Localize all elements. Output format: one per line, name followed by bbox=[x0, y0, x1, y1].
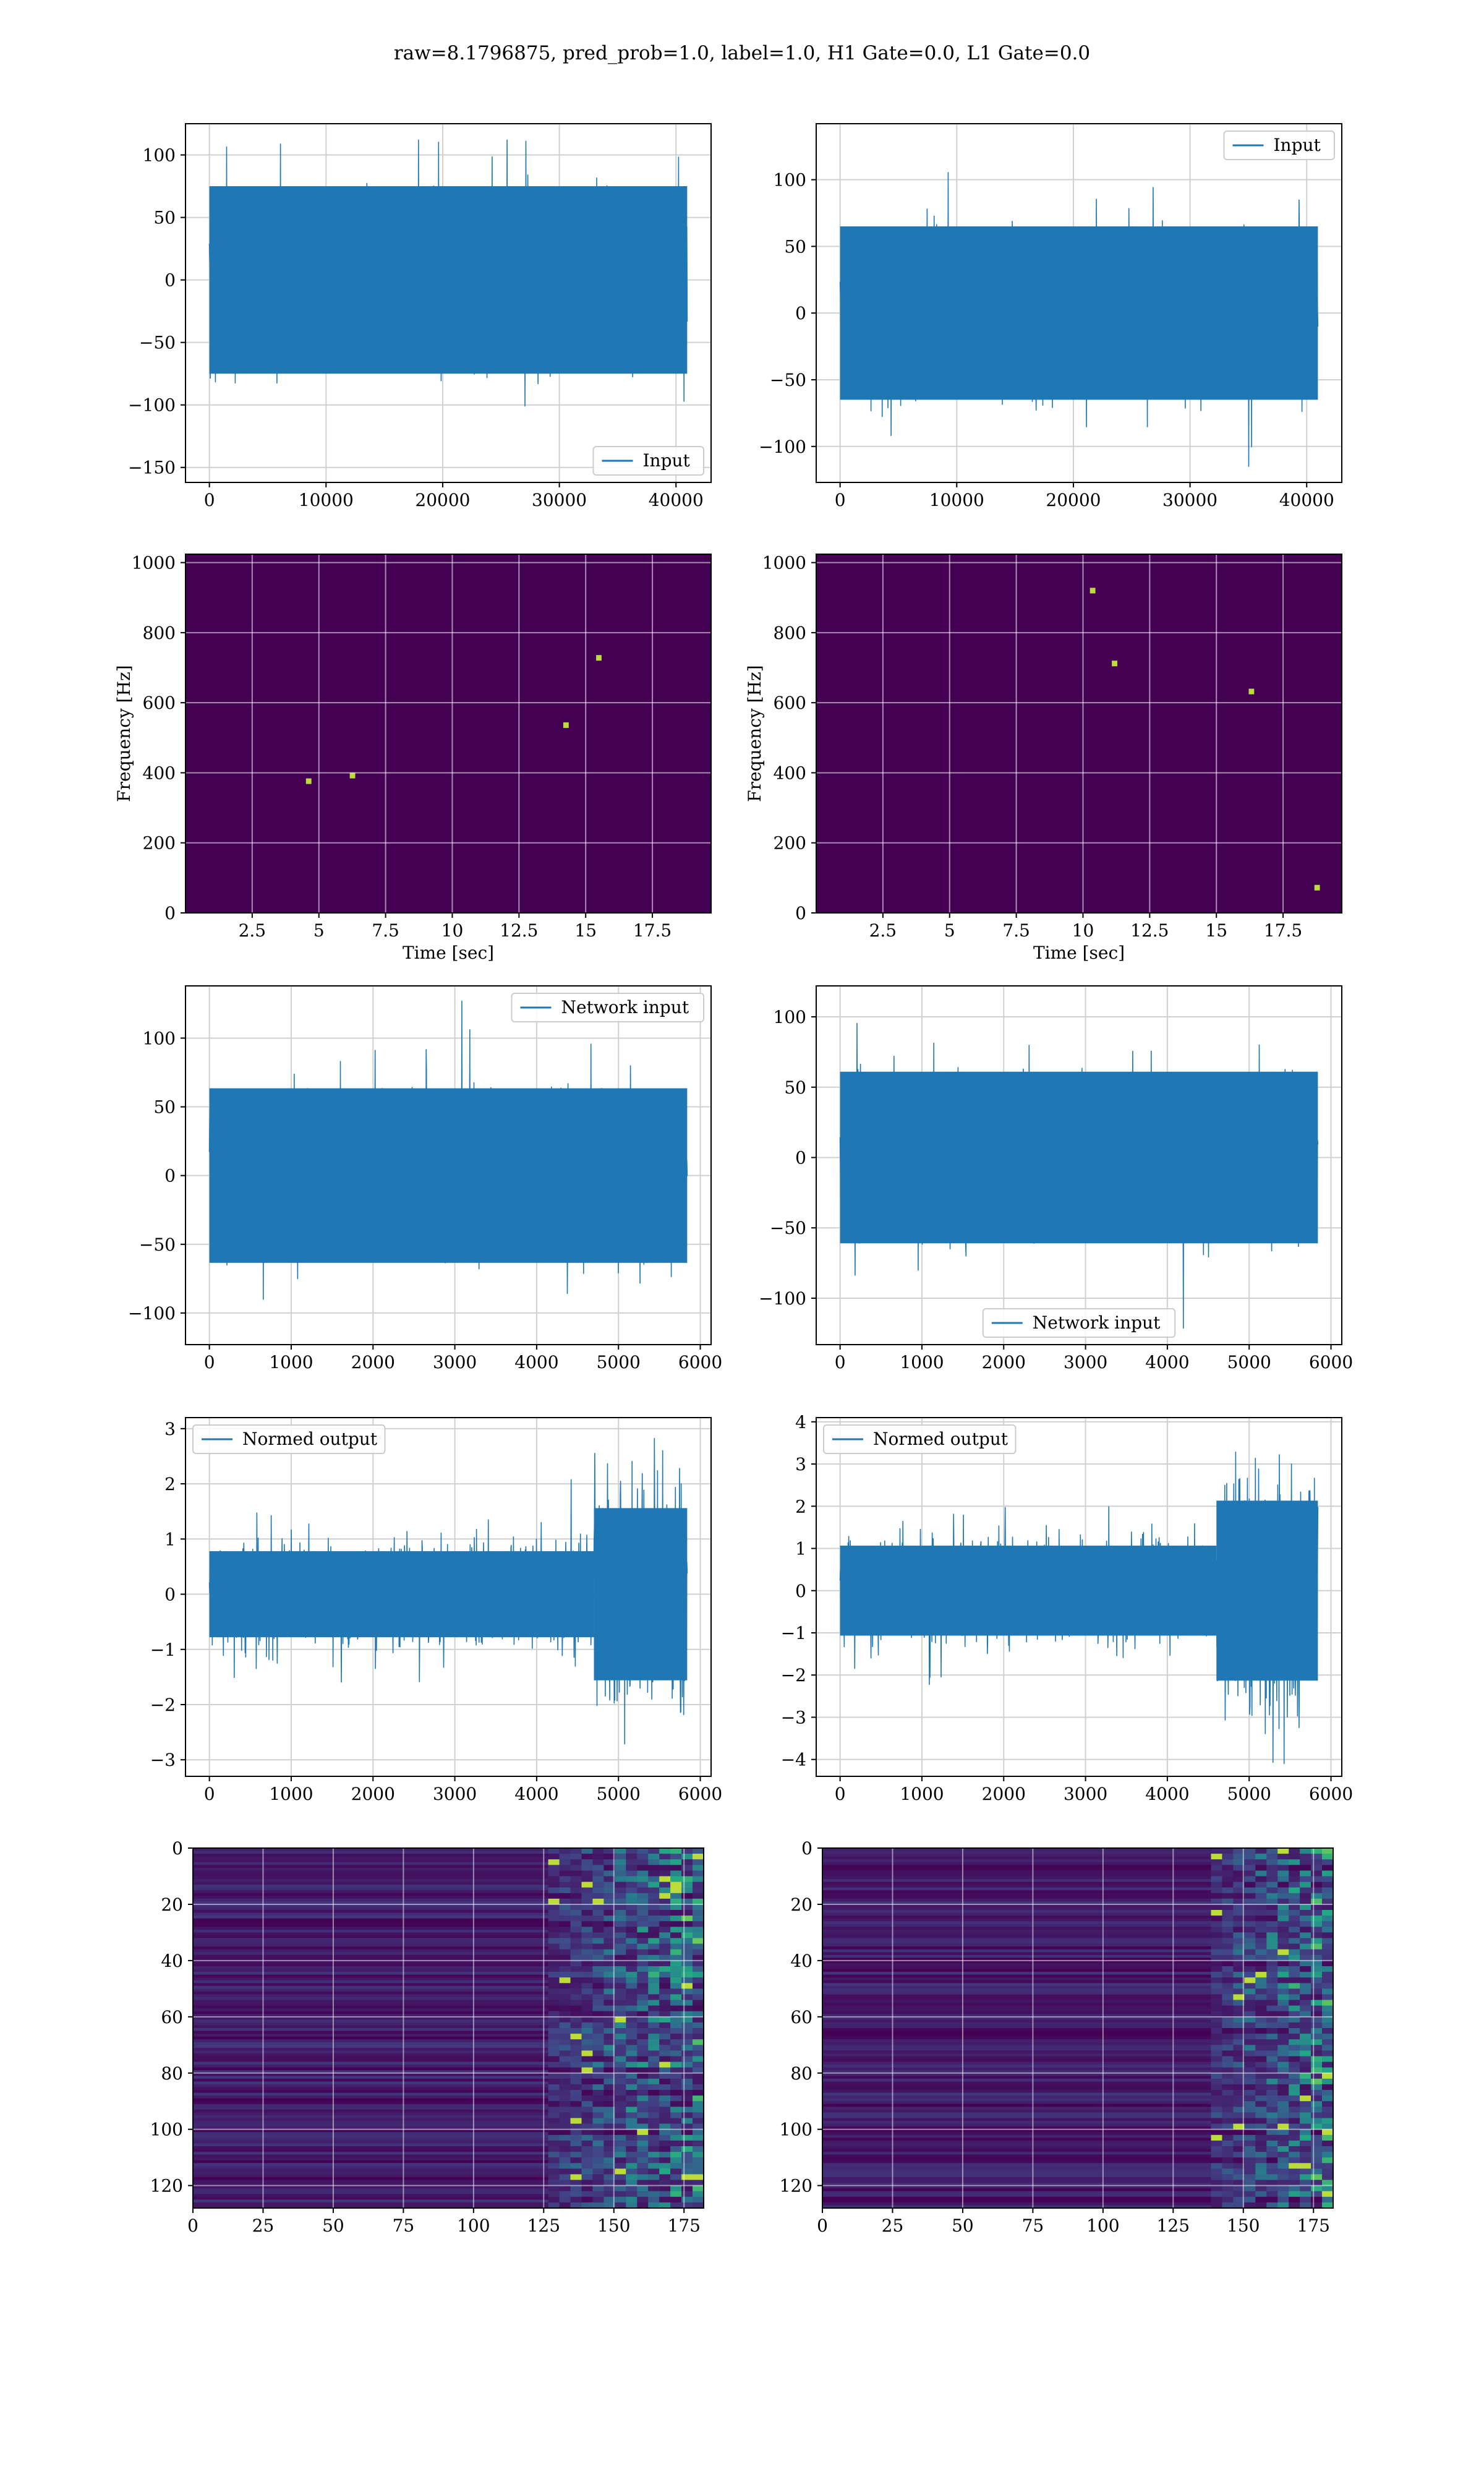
series-core-band bbox=[840, 226, 1318, 400]
y-tick-label: 100 bbox=[143, 145, 176, 166]
figure-title: raw=8.1796875, pred_prob=1.0, label=1.0,… bbox=[393, 42, 1091, 64]
y-tick-label: 0 bbox=[164, 903, 176, 923]
x-tick-label: 10 bbox=[441, 920, 464, 941]
x-tick-label: 20000 bbox=[1046, 490, 1101, 510]
spectrogram-hot-pixel bbox=[305, 778, 312, 784]
h1-spectrogram-plot: 2.5 5 7.5 10 12.5 15 17.5 0 200 400 600 800 1000 Time… bbox=[114, 553, 712, 963]
spectrogram-hot-pixel bbox=[596, 655, 602, 661]
spectrogram-hot-pixel bbox=[349, 773, 356, 779]
h1-input-plot: 0 10000 20000 30000 40000 −150 −100 −50 0 50 100 In… bbox=[128, 123, 712, 510]
legend-box bbox=[592, 446, 704, 476]
x-tick-label: 10000 bbox=[299, 490, 354, 510]
y-tick-label: 50 bbox=[153, 208, 176, 228]
x-tick-label: 40000 bbox=[649, 490, 704, 510]
x-tick-label: 15 bbox=[574, 920, 597, 941]
y-tick-label: 0 bbox=[795, 303, 806, 323]
l1-spectrogram-plot: 2.5 5 7.5 10 12.5 15 17.502004006008001000Time… bbox=[744, 553, 1342, 963]
y-tick-label: 0 bbox=[164, 270, 176, 291]
legend-label: Input bbox=[643, 450, 691, 471]
legend: Input bbox=[1223, 131, 1335, 160]
axes-frame bbox=[185, 554, 712, 914]
axes-frame bbox=[185, 123, 712, 483]
y-tick-label: 200 bbox=[143, 833, 176, 854]
y-tick-label: 100 bbox=[774, 170, 806, 190]
y-tick-label: −100 bbox=[128, 395, 176, 416]
y-tick-label: −50 bbox=[770, 370, 806, 390]
y-axis-label: Frequency [Hz] bbox=[114, 665, 134, 802]
spectrogram-background bbox=[186, 554, 711, 913]
x-axis-label: Time [sec] bbox=[403, 943, 494, 963]
x-tick-label: 10000 bbox=[929, 490, 984, 510]
x-tick-label: 20000 bbox=[415, 490, 470, 510]
grid-lines bbox=[186, 554, 711, 914]
axes-frame bbox=[816, 123, 1342, 483]
legend: Input bbox=[592, 446, 704, 476]
x-tick-label: 5 bbox=[313, 920, 325, 941]
l1-input-plot: 0 10000 20000 30000 40000 −100 −50 0 50 100 Input bbox=[759, 123, 1342, 510]
x-tick-label: 30000 bbox=[532, 490, 587, 510]
y-tick-label: 600 bbox=[143, 693, 176, 713]
legend-box bbox=[1223, 131, 1335, 160]
x-tick-label: 12.5 bbox=[500, 920, 538, 941]
x-tick-label: 0 bbox=[835, 490, 846, 510]
spectrogram-background bbox=[816, 554, 1342, 913]
x-tick-label: 2.5 bbox=[239, 920, 267, 941]
y-tick-label: −100 bbox=[759, 437, 806, 457]
x-tick-label: 0 bbox=[204, 490, 215, 510]
spectrogram-hot-pixel bbox=[563, 722, 569, 728]
y-tick-label: 400 bbox=[143, 763, 176, 783]
x-tick-label: 30000 bbox=[1162, 490, 1217, 510]
spectrogram-image bbox=[186, 554, 711, 913]
y-tick-label: 800 bbox=[143, 623, 176, 643]
spectrogram-image bbox=[816, 554, 1342, 913]
y-tick-label: 1000 bbox=[132, 553, 176, 573]
series-core-band bbox=[209, 186, 688, 374]
y-tick-label: 50 bbox=[784, 236, 806, 257]
x-tick-label: 7.5 bbox=[372, 920, 399, 941]
legend-label: Input bbox=[1274, 135, 1321, 155]
x-tick-label: 40000 bbox=[1279, 490, 1334, 510]
x-tick-label: 17.5 bbox=[633, 920, 672, 941]
y-tick-label: −150 bbox=[128, 458, 176, 478]
y-tick-label: −50 bbox=[139, 333, 176, 353]
